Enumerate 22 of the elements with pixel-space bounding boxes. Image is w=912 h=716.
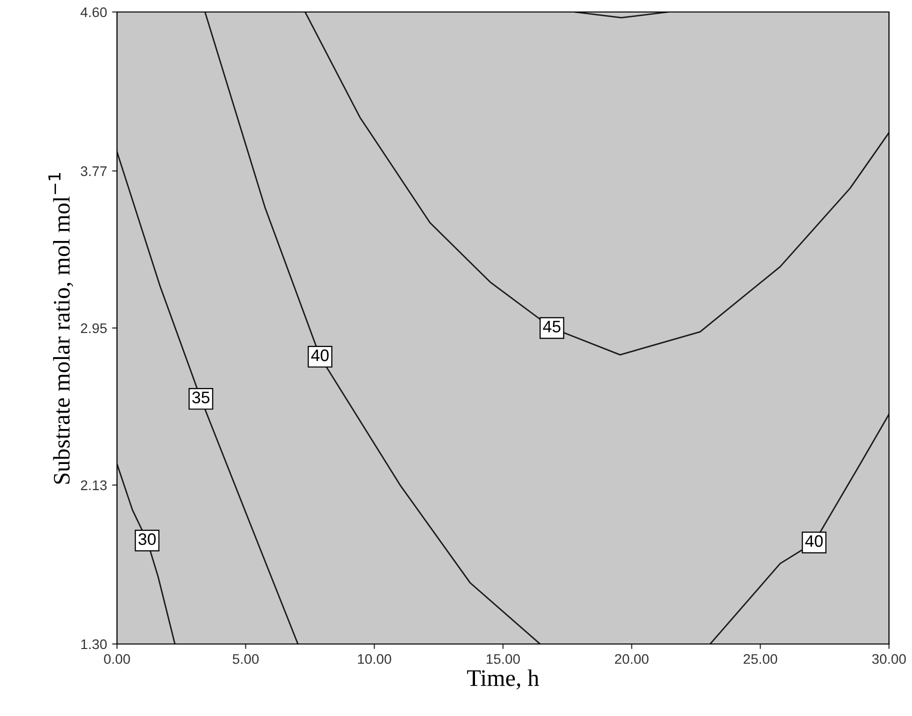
x-tick-label: 5.00 xyxy=(232,654,259,664)
annotation: 45 xyxy=(543,320,560,332)
x-tick-label: 25.00 xyxy=(744,654,778,664)
annotation: 35 xyxy=(192,392,210,404)
x-tick-label: 20.00 xyxy=(614,654,649,664)
y-axis-title: Substrate molar ratio, mol mol$^{−1}$ xyxy=(48,172,74,484)
x-tick-label: 30.00 xyxy=(872,654,906,664)
annotation: 40 xyxy=(311,349,329,362)
x-tick-label: 10.00 xyxy=(358,654,392,664)
line-series xyxy=(709,413,889,644)
y-tick-label: 4.60 xyxy=(80,7,107,18)
line-series xyxy=(117,463,176,644)
y-tick-label: 2.13 xyxy=(80,480,107,490)
y-tick-label: 2.95 xyxy=(80,323,107,334)
x-axis-title: Time, h xyxy=(467,669,539,690)
y-tick-label: 1.30 xyxy=(81,639,107,650)
x-tick-label: 0.00 xyxy=(104,654,130,664)
annotation: 40 xyxy=(805,535,823,547)
y-tick-label: 3.77 xyxy=(80,166,107,176)
line-series xyxy=(117,151,299,644)
annotation: 30 xyxy=(138,533,156,546)
x-tick-label: 15.00 xyxy=(486,654,520,664)
